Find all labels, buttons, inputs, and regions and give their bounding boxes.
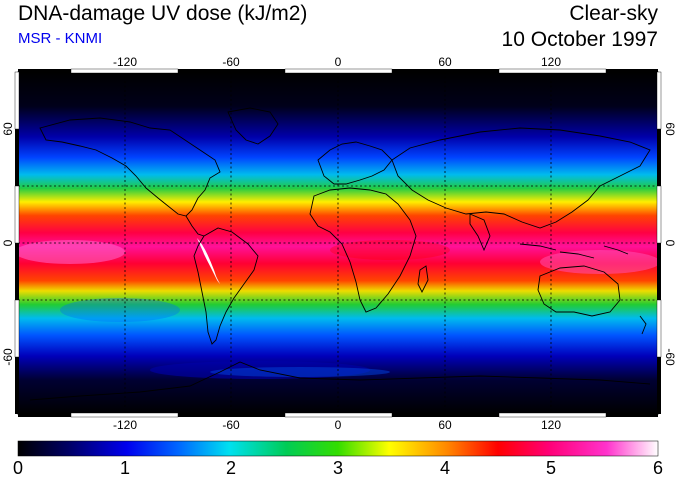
continent-outlines <box>29 107 651 401</box>
lat-tick-label: 0 <box>1 239 15 246</box>
colorbar <box>17 440 659 457</box>
lon-tick-label: 0 <box>335 418 342 432</box>
lat-ticks-left: 60 0 -60 <box>1 122 15 366</box>
chart-title: DNA-damage UV dose (kJ/m2) <box>18 2 308 25</box>
lat-tick-label: -60 <box>663 348 677 366</box>
lon-ticks-top: -120 -60 0 60 120 <box>113 55 561 69</box>
colorbar-label: 3 <box>332 458 344 478</box>
data-source-label: MSR - KNMI <box>18 30 103 47</box>
lon-tick-label: -60 <box>222 55 240 69</box>
lat-tick-label: 0 <box>663 240 677 247</box>
lon-tick-label: -120 <box>113 55 137 69</box>
colorbar-label: 0 <box>12 458 24 478</box>
lat-tick-label: 60 <box>1 122 15 136</box>
colorbar-label: 5 <box>545 458 557 478</box>
lon-tick-label: 0 <box>335 55 342 69</box>
gridlines <box>18 72 658 414</box>
colorbar-label: 1 <box>119 458 131 478</box>
date-label: 10 October 1997 <box>501 28 658 51</box>
frame-ticks <box>14 68 662 418</box>
lon-tick-label: 120 <box>541 55 561 69</box>
lon-tick-label: -60 <box>222 418 240 432</box>
lat-ticks-right: 60 0 -60 <box>663 122 677 366</box>
sky-condition-label: Clear-sky <box>569 2 658 25</box>
lat-tick-label: -60 <box>1 348 15 366</box>
lon-tick-label: -120 <box>113 418 137 432</box>
lon-tick-label: 60 <box>438 418 452 432</box>
lon-tick-label: 120 <box>541 418 561 432</box>
colorbar-label: 6 <box>652 458 664 478</box>
colorbar-label: 4 <box>439 458 451 478</box>
colorbar-label: 2 <box>225 458 237 478</box>
lon-tick-label: 60 <box>438 55 452 69</box>
lon-ticks-bottom: -120 -60 0 60 120 <box>113 418 561 432</box>
lat-tick-label: 60 <box>663 122 677 136</box>
